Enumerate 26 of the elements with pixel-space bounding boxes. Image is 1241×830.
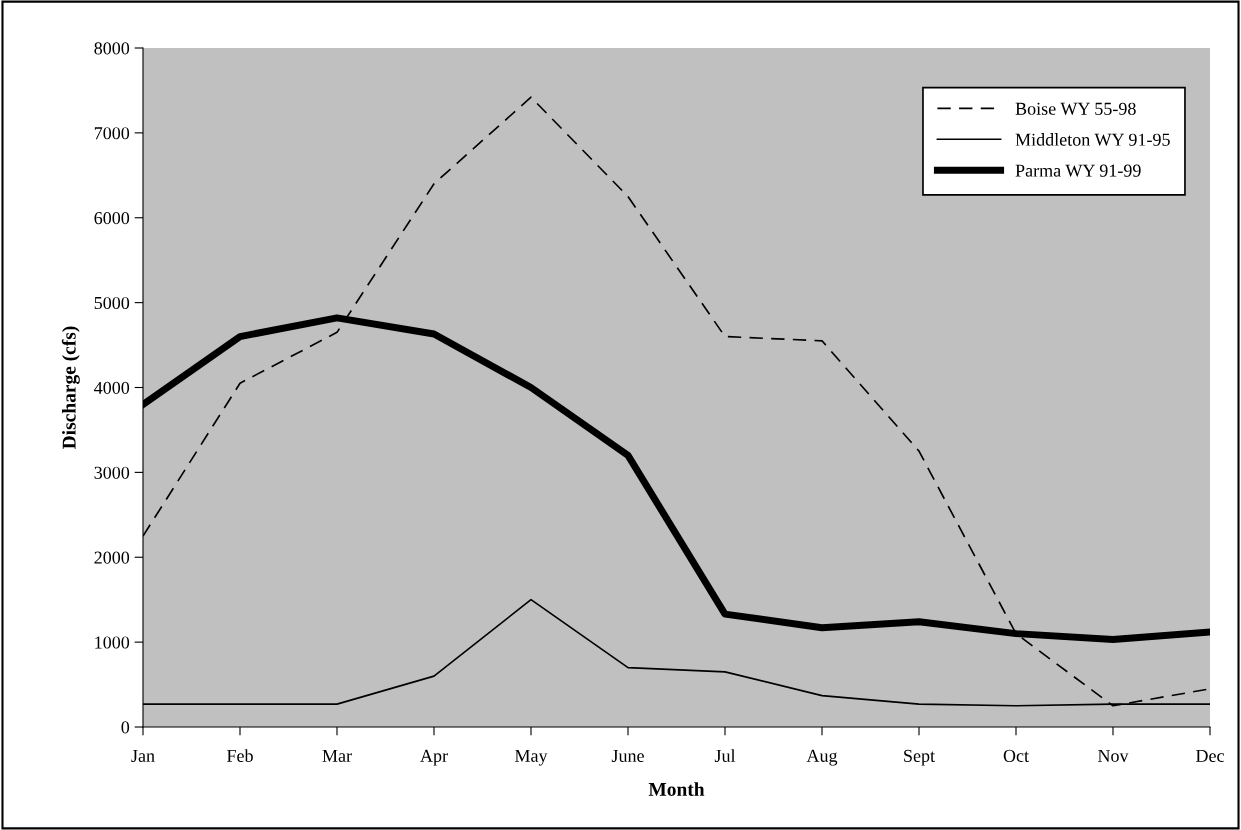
y-tick-label: 1000 <box>95 636 130 649</box>
y-tick-label: 2000 <box>94 551 130 564</box>
y-tick-label: 4000 <box>94 381 130 394</box>
y-tick-label: 0 <box>121 721 130 734</box>
x-tick-label: Dec <box>1195 749 1224 762</box>
y-tick-label: 3000 <box>94 466 130 479</box>
y-tick-label: 5000 <box>94 296 130 310</box>
x-tick-label: Apr <box>420 749 448 766</box>
x-tick-label: Nov <box>1097 749 1129 762</box>
legend-label: Boise WY 55-98 <box>1015 102 1136 115</box>
x-tick-label: Feb <box>226 749 253 762</box>
y-tick-label: 8000 <box>94 42 130 55</box>
x-tick-label: June <box>611 749 644 762</box>
y-tick-label: 7000 <box>94 127 130 140</box>
y-axis-title: Discharge (cfs) <box>61 326 80 449</box>
x-tick-label: Jan <box>131 749 155 762</box>
y-tick-label: 6000 <box>94 212 130 225</box>
x-tick-label: Sept <box>904 749 935 766</box>
x-tick-label: Aug <box>806 749 838 766</box>
legend-label: Middleton WY 91-95 <box>1015 133 1170 146</box>
x-axis-title: Month <box>648 782 705 796</box>
x-tick-label: Mar <box>322 749 352 762</box>
legend-label: Parma WY 91-99 <box>1015 164 1141 177</box>
x-tick-label: Jul <box>714 749 736 762</box>
x-tick-label: May <box>514 749 548 766</box>
x-tick-label: Oct <box>1003 749 1029 762</box>
